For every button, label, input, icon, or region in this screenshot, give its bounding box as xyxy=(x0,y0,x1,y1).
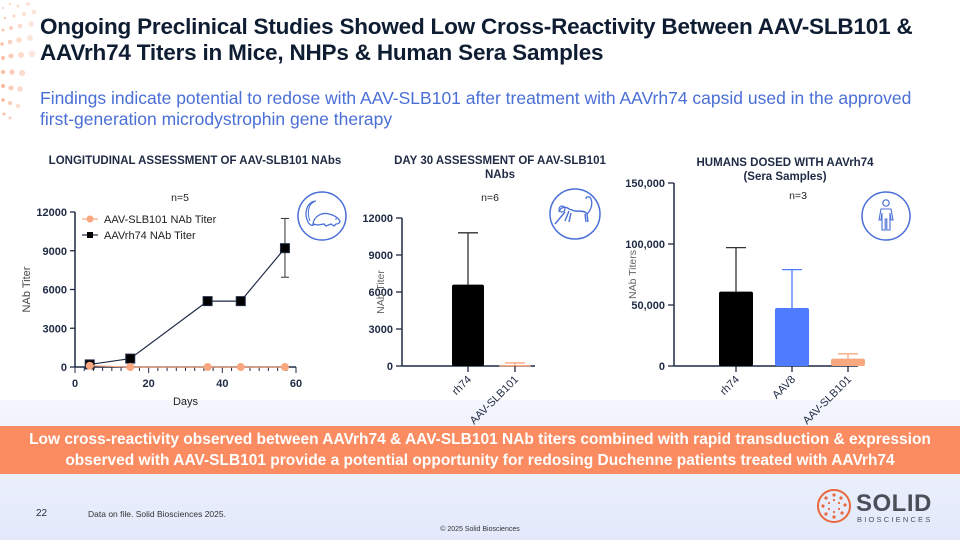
bar-rh74 xyxy=(719,291,753,366)
chart1-line-chart: 0 3000 6000 9000 12000 0 20 40 60 Days NAb Titer AA… xyxy=(21,207,302,408)
bar-rh74 xyxy=(452,284,484,366)
x-tick-label: 0 xyxy=(72,378,78,390)
y-tick-label: 12000 xyxy=(36,207,67,219)
x-tick-label: AAV-SLB101 xyxy=(468,374,521,427)
copyright: © 2025 Solid Biosciences xyxy=(440,526,520,533)
chart3-title: HUMANS DOSED WITH AAVrh74 (Sera Samples) xyxy=(660,156,910,184)
decorative-dots xyxy=(0,2,37,120)
y-tick-label: 0 xyxy=(659,361,665,373)
monkey-icon xyxy=(549,188,601,240)
y-tick-label: 3000 xyxy=(369,324,393,336)
data-point-aav-slb101 xyxy=(85,361,94,370)
data-point-aav-slb101 xyxy=(126,363,135,371)
slide-subtitle: Findings indicate potential to redose wi… xyxy=(40,88,912,129)
data-point-aav-slb101 xyxy=(236,363,245,371)
y-tick-label: 12000 xyxy=(362,213,393,225)
y-axis-label: NAb Titers xyxy=(627,250,639,299)
x-tick-label: 20 xyxy=(143,378,155,390)
y-tick-label: 9000 xyxy=(369,250,393,262)
bar-aav-slb101 xyxy=(499,365,531,367)
slide-title: Ongoing Preclinical Studies Showed Low C… xyxy=(40,14,913,65)
data-point-aavrh74 xyxy=(235,296,246,307)
mouse-icon xyxy=(297,191,347,241)
chart2-n-label: n=6 xyxy=(481,192,499,204)
y-tick-label: 50,000 xyxy=(631,300,665,312)
bar-aav8 xyxy=(775,308,809,366)
x-tick-label: 40 xyxy=(216,378,228,390)
y-tick-label: 100,000 xyxy=(625,239,665,251)
legend-marker xyxy=(86,215,94,223)
chart1-title: LONGITUDINAL ASSESSMENT OF AAV-SLB101 NA… xyxy=(48,155,342,167)
x-tick-label: 60 xyxy=(290,378,302,390)
page-number: 22 xyxy=(36,508,48,519)
y-tick-label: 0 xyxy=(61,362,67,374)
legend-label: AAVrh74 NAb Titer xyxy=(104,230,196,242)
data-point-aavrh74 xyxy=(125,353,136,364)
logo-subtext: BIOSCIENCES xyxy=(857,515,933,524)
data-point-aavrh74 xyxy=(202,296,213,307)
logo-mark-icon xyxy=(817,489,851,523)
legend-label: AAV-SLB101 NAb Titer xyxy=(104,214,217,226)
data-point-aav-slb101 xyxy=(203,363,212,371)
chart2-title: DAY 30 ASSESSMENT OF AAV-SLB101 NAbs xyxy=(394,155,606,181)
x-tick-label: AAV-SLB101 xyxy=(801,374,854,427)
y-tick-label: 0 xyxy=(387,361,393,373)
chart3-n-label: n=3 xyxy=(789,190,807,202)
solid-biosciences-logo: SOLID BIOSCIENCES xyxy=(816,488,946,528)
footnote: Data on file. Solid Biosciences 2025. xyxy=(88,509,226,519)
x-axis-label: Days xyxy=(173,396,199,408)
y-axis-label: NAb Titer xyxy=(21,266,33,312)
data-point-aav-slb101 xyxy=(280,363,289,371)
data-point-aavrh74 xyxy=(279,243,290,254)
logo-text: SOLID xyxy=(856,490,932,517)
x-tick-label: rh74 xyxy=(450,374,474,398)
y-tick-label: 150,000 xyxy=(625,178,665,190)
chart3-bar-chart: 0 50,000 100,000 150,000 NAb Titers rh74 AAV8 A… xyxy=(625,178,865,427)
chart3-title-line1: HUMANS DOSED WITH AAVrh74 xyxy=(696,157,874,169)
chart1-n-label: n=5 xyxy=(171,192,189,204)
y-axis-label: NAb Titer xyxy=(375,270,387,314)
x-tick-label: AAV8 xyxy=(770,374,798,402)
y-tick-label: 6000 xyxy=(43,285,67,297)
y-tick-label: 3000 xyxy=(43,323,67,335)
y-tick-label: 6000 xyxy=(369,287,393,299)
key-takeaway-banner: Low cross-reactivity observed between AA… xyxy=(0,426,960,474)
human-icon xyxy=(861,191,911,241)
bar-aav-slb101 xyxy=(831,358,865,366)
chart3-title-line2: (Sera Samples) xyxy=(743,171,827,183)
x-tick-label: rh74 xyxy=(718,374,742,398)
legend-marker xyxy=(87,232,93,238)
chart2-bar-chart: 0 3000 6000 9000 12000 NAb Titer rh74AAV-SLB10… xyxy=(362,213,535,427)
y-tick-label: 9000 xyxy=(43,246,67,258)
series-line-aavrh74 xyxy=(89,247,286,366)
